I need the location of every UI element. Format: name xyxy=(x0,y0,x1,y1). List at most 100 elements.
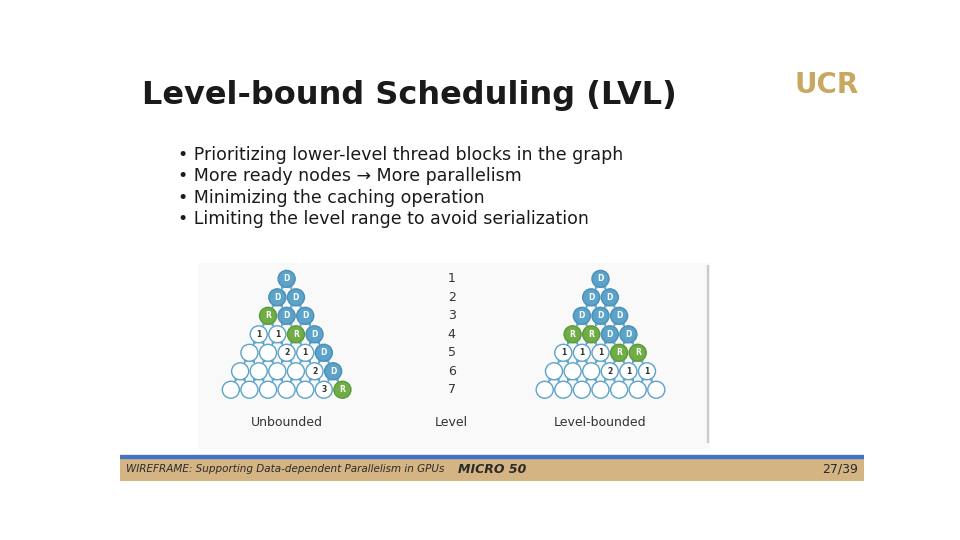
Circle shape xyxy=(306,326,324,343)
Text: D: D xyxy=(283,274,290,284)
Text: D: D xyxy=(283,312,290,320)
Circle shape xyxy=(537,381,553,398)
Text: R: R xyxy=(588,330,594,339)
Circle shape xyxy=(278,271,295,287)
Text: 3: 3 xyxy=(447,309,456,322)
Circle shape xyxy=(287,289,304,306)
Circle shape xyxy=(306,363,324,380)
Text: 1: 1 xyxy=(447,272,456,285)
Text: D: D xyxy=(275,293,280,302)
Text: MICRO 50: MICRO 50 xyxy=(458,463,526,476)
Bar xyxy=(120,455,864,457)
Text: 6: 6 xyxy=(447,364,456,378)
Circle shape xyxy=(629,381,646,398)
Circle shape xyxy=(564,363,581,380)
Text: WIREFRAME: Supporting Data-dependent Parallelism in GPUs: WIREFRAME: Supporting Data-dependent Par… xyxy=(126,464,444,474)
Text: 1: 1 xyxy=(626,367,631,376)
Circle shape xyxy=(611,381,628,398)
Circle shape xyxy=(573,307,590,325)
Circle shape xyxy=(278,307,295,325)
Text: R: R xyxy=(569,330,576,339)
Circle shape xyxy=(583,326,600,343)
Circle shape xyxy=(259,345,276,361)
Circle shape xyxy=(251,363,267,380)
Circle shape xyxy=(223,381,239,398)
Text: Level-bound Scheduling (LVL): Level-bound Scheduling (LVL) xyxy=(142,80,677,111)
Circle shape xyxy=(324,363,342,380)
Circle shape xyxy=(297,307,314,325)
Circle shape xyxy=(278,381,295,398)
Circle shape xyxy=(573,345,590,361)
Circle shape xyxy=(648,381,665,398)
Text: Level: Level xyxy=(435,416,468,429)
Text: • Limiting the level range to avoid serialization: • Limiting the level range to avoid seri… xyxy=(179,211,589,228)
Text: R: R xyxy=(635,348,640,357)
Circle shape xyxy=(297,345,314,361)
Text: D: D xyxy=(607,330,613,339)
Circle shape xyxy=(241,381,258,398)
Text: D: D xyxy=(616,312,622,320)
Circle shape xyxy=(583,289,600,306)
Circle shape xyxy=(583,363,600,380)
Text: 1: 1 xyxy=(644,367,650,376)
Text: R: R xyxy=(265,312,271,320)
Text: 3: 3 xyxy=(322,385,326,394)
Circle shape xyxy=(629,345,646,361)
Text: 1: 1 xyxy=(579,348,585,357)
Text: 2: 2 xyxy=(312,367,317,376)
Text: D: D xyxy=(311,330,318,339)
Text: D: D xyxy=(597,312,604,320)
Circle shape xyxy=(231,363,249,380)
Circle shape xyxy=(315,381,332,398)
Circle shape xyxy=(251,326,267,343)
Circle shape xyxy=(620,363,636,380)
Circle shape xyxy=(592,271,609,287)
Text: • Minimizing the caching operation: • Minimizing the caching operation xyxy=(179,189,485,207)
Text: D: D xyxy=(302,312,308,320)
Circle shape xyxy=(620,326,636,343)
Text: 2: 2 xyxy=(284,348,289,357)
Bar xyxy=(198,264,709,448)
Text: 2: 2 xyxy=(607,367,612,376)
Text: 1: 1 xyxy=(256,330,261,339)
Text: R: R xyxy=(293,330,299,339)
Text: Unbounded: Unbounded xyxy=(251,416,323,429)
Text: • Prioritizing lower-level thread blocks in the graph: • Prioritizing lower-level thread blocks… xyxy=(179,146,623,164)
Circle shape xyxy=(638,363,656,380)
Text: 5: 5 xyxy=(447,346,456,359)
Text: D: D xyxy=(607,293,613,302)
Circle shape xyxy=(573,381,590,398)
Circle shape xyxy=(592,345,609,361)
Text: UCR: UCR xyxy=(794,71,858,99)
Text: 27/39: 27/39 xyxy=(822,463,858,476)
Text: D: D xyxy=(625,330,632,339)
Circle shape xyxy=(592,307,609,325)
Circle shape xyxy=(287,363,304,380)
Circle shape xyxy=(315,345,332,361)
Circle shape xyxy=(334,381,351,398)
Text: 1: 1 xyxy=(275,330,280,339)
Text: R: R xyxy=(616,348,622,357)
Circle shape xyxy=(601,326,618,343)
Circle shape xyxy=(297,381,314,398)
Text: 1: 1 xyxy=(561,348,566,357)
Circle shape xyxy=(592,381,609,398)
Text: 4: 4 xyxy=(447,328,456,341)
Circle shape xyxy=(611,307,628,325)
Text: 1: 1 xyxy=(302,348,308,357)
Circle shape xyxy=(555,381,572,398)
Circle shape xyxy=(611,345,628,361)
Circle shape xyxy=(545,363,563,380)
Text: D: D xyxy=(321,348,327,357)
Text: Level-bounded: Level-bounded xyxy=(554,416,647,429)
Text: D: D xyxy=(588,293,594,302)
Text: R: R xyxy=(340,385,346,394)
Circle shape xyxy=(564,326,581,343)
Circle shape xyxy=(259,307,276,325)
Text: D: D xyxy=(579,312,585,320)
Circle shape xyxy=(269,326,286,343)
Circle shape xyxy=(555,345,572,361)
Circle shape xyxy=(269,289,286,306)
Circle shape xyxy=(278,345,295,361)
Text: 7: 7 xyxy=(447,383,456,396)
